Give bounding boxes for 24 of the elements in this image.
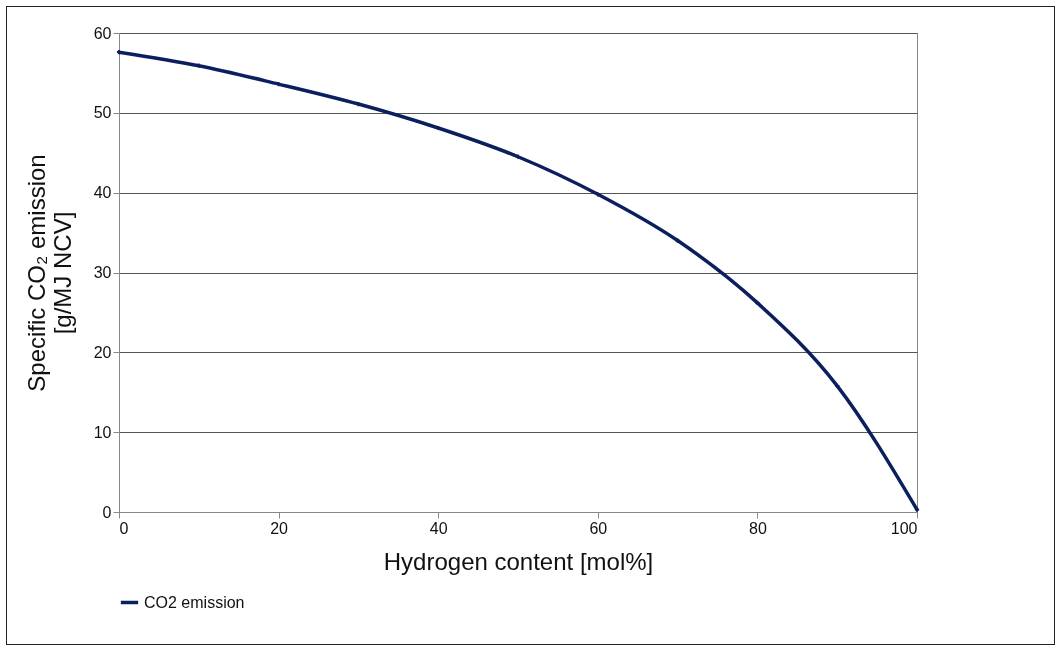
y-tick-label: 10 [93, 423, 112, 441]
point [356, 101, 361, 107]
point [914, 507, 920, 512]
point [835, 383, 840, 388]
point [276, 81, 281, 87]
legend-label: CO2 emission [144, 593, 245, 611]
y-tick-label: 0 [102, 503, 112, 521]
x-axis-title: Hydrogen content [mol%] [383, 547, 654, 575]
y-axis-title: Specific CO₂ emission [g/MJ NCV] [22, 154, 76, 392]
x-tick-label: 20 [270, 519, 289, 537]
y-tick-label: 40 [93, 184, 112, 202]
point [436, 125, 441, 131]
point [595, 192, 600, 197]
point [755, 300, 760, 305]
x-tick-label: 60 [589, 519, 608, 537]
x-tick-label: 0 [119, 519, 129, 537]
x-tick-label: 100 [890, 519, 918, 537]
y-tick-label: 60 [93, 24, 112, 42]
x-tick-label: 80 [749, 519, 767, 537]
x-tick-label: 40 [429, 519, 448, 537]
point [196, 63, 201, 68]
y-tick-label: 50 [93, 104, 112, 122]
y-tick-label: 20 [93, 343, 112, 361]
y-tick-label: 30 [93, 264, 112, 281]
